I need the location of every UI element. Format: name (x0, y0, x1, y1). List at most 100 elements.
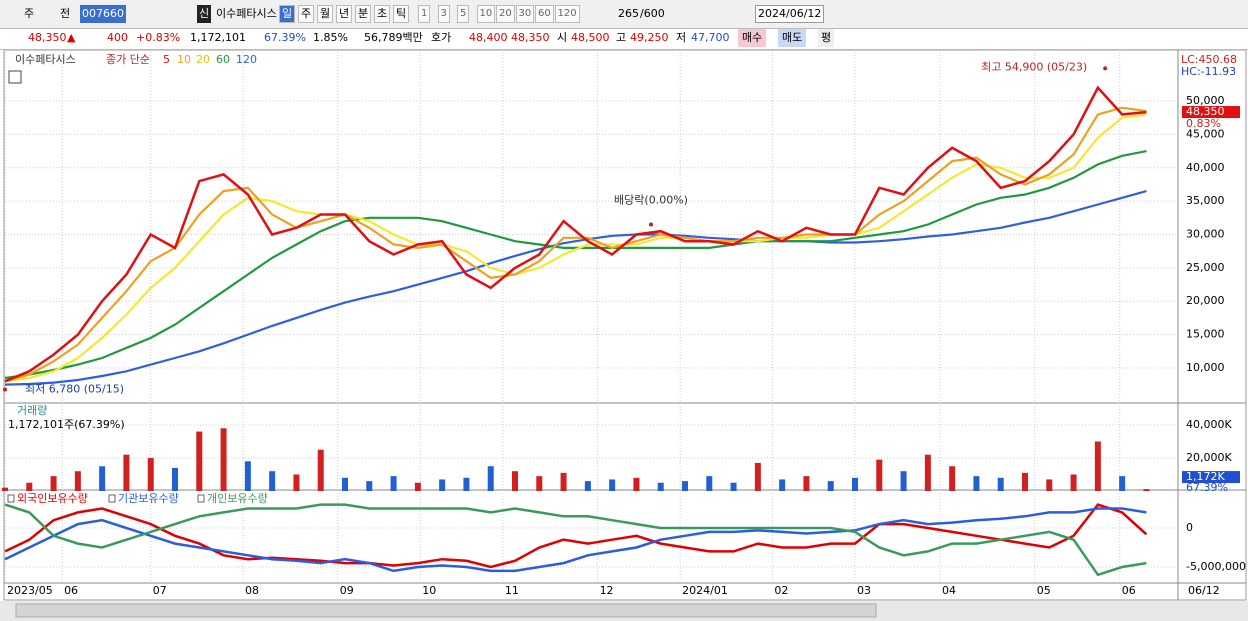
volume-bar (147, 457, 154, 491)
interval-button[interactable]: 3 (437, 5, 450, 23)
volume-bar (196, 431, 203, 491)
volume-bar (244, 461, 251, 491)
chart-title: 이수페타시스 (15, 53, 76, 66)
legend-item: 5 (163, 53, 170, 66)
interval-button[interactable]: 30 (515, 5, 535, 23)
period-code[interactable]: 주 (24, 7, 35, 20)
volume-bar (584, 481, 591, 491)
toolbar: 주 전 007660 신 이수페타시스 일 주 월 년 분 초 틱 1 3 5 10 20 30 60 12… (0, 0, 1248, 29)
interval-button[interactable]: 120 (554, 5, 580, 23)
date[interactable]: 2024/06/12 (755, 5, 825, 23)
volume-bar (269, 471, 276, 491)
volume-bar (657, 482, 664, 491)
stock-name: 이수페타시스 (216, 7, 277, 20)
volume-bar (1022, 472, 1028, 491)
volume-bar (366, 481, 373, 491)
volume-ratio: 67.39% (264, 31, 306, 44)
legend-item: 20 (196, 53, 210, 66)
volume-bar (779, 479, 786, 491)
avg-button[interactable]: 평 (818, 29, 835, 47)
volume-bar (220, 428, 227, 491)
panel-title: 거래량 (17, 404, 47, 417)
amount: 56,789백만 (364, 31, 423, 44)
y-tick-label: 25,000 (1186, 261, 1225, 274)
indicator: HC:-11.93 (1181, 65, 1236, 78)
volume-bar (536, 476, 543, 491)
volume-bar (414, 482, 421, 491)
volume-bar (900, 471, 907, 491)
volume-bar (390, 476, 397, 491)
x-last-label: 06/12 (1188, 584, 1220, 597)
series-line (4, 190, 1147, 386)
bid: 48,350 (511, 31, 550, 44)
x-tick-label: 09 (340, 584, 354, 597)
volume-bar (2, 487, 8, 491)
last-value-label: 1,172K (1186, 470, 1225, 483)
quote-bar: 48,350 ▲ 400 +0.83% 1,172,101 67.39% 1.8… (0, 29, 1248, 50)
x-tick-label: 08 (245, 584, 259, 597)
max-count: /600 (640, 7, 665, 20)
x-tick-label: 12 (600, 584, 614, 597)
volume-bar (512, 471, 518, 491)
y-tick-label: 35,000 (1186, 194, 1225, 207)
last-change: 67.39% (1186, 481, 1228, 494)
volume-bar (730, 482, 737, 491)
volume-bar (682, 481, 688, 491)
chart-subtitle: 종가 단순 (106, 53, 150, 66)
buy-button[interactable]: 매수 (738, 29, 767, 47)
period-button[interactable]: 틱 (393, 5, 410, 23)
volume-bar (803, 476, 810, 491)
y-tick-label: 50,000 (1186, 94, 1225, 107)
period-button[interactable]: 초 (374, 5, 391, 23)
volume-bar (1119, 476, 1126, 491)
sell-button[interactable]: 매도 (778, 29, 807, 47)
last-change: 0.83% (1186, 117, 1221, 130)
y-tick-label: 40,000 (1186, 161, 1225, 174)
y-tick-label: 20,000 (1186, 294, 1225, 307)
count[interactable]: 265 (618, 7, 639, 20)
volume-bar (560, 472, 567, 491)
period-button[interactable]: 일 (279, 5, 296, 23)
indicator: LC:450.68 (1181, 53, 1237, 66)
annotation-point (1103, 66, 1108, 71)
interval-button[interactable]: 5 (457, 5, 470, 23)
series-line (4, 113, 1147, 383)
interval-button[interactable]: 60 (535, 5, 554, 23)
volume-bar (973, 476, 980, 491)
interval-button[interactable]: 10 (476, 5, 496, 23)
y-tick-label: 20,000K (1186, 451, 1232, 464)
legend-swatch (108, 494, 116, 503)
series-line (4, 507, 1147, 573)
volume-bar (293, 474, 300, 491)
series-line (4, 503, 1147, 577)
volume-bar (1046, 479, 1053, 491)
volume-bar (609, 479, 616, 491)
open-label: 시 (557, 31, 568, 44)
y-tick-label: 30,000 (1186, 228, 1225, 241)
volume-bar (463, 477, 470, 491)
period-button[interactable]: 년 (336, 5, 353, 23)
scroll-thumb[interactable] (15, 603, 877, 618)
grid-icon[interactable] (8, 70, 22, 84)
legend-item: 60 (216, 53, 230, 66)
interval-button[interactable]: 1 (418, 5, 431, 23)
y-tick-label: -5,000,000 (1186, 560, 1246, 573)
panel-subtitle: 1,172,101주(67.39%) (8, 418, 125, 431)
x-tick-label: 05 (1037, 584, 1051, 597)
prev-button[interactable]: 전 (60, 7, 71, 20)
interval-button[interactable]: 20 (496, 5, 515, 23)
period-button[interactable]: 주 (298, 5, 315, 23)
high-label: 고 (616, 31, 627, 44)
x-tick-label: 2024/01 (682, 584, 728, 597)
chart-frame (3, 49, 1247, 601)
volume-bar (123, 454, 130, 491)
period-button[interactable]: 분 (355, 5, 372, 23)
volume-bar (827, 481, 834, 491)
x-tick-label: 10 (422, 584, 436, 597)
volume-bar (706, 476, 713, 491)
period-button[interactable]: 월 (317, 5, 334, 23)
volume-bar (487, 466, 494, 491)
last-value-label: 48,350 (1186, 105, 1225, 118)
stock-code[interactable]: 007660 (80, 5, 126, 23)
